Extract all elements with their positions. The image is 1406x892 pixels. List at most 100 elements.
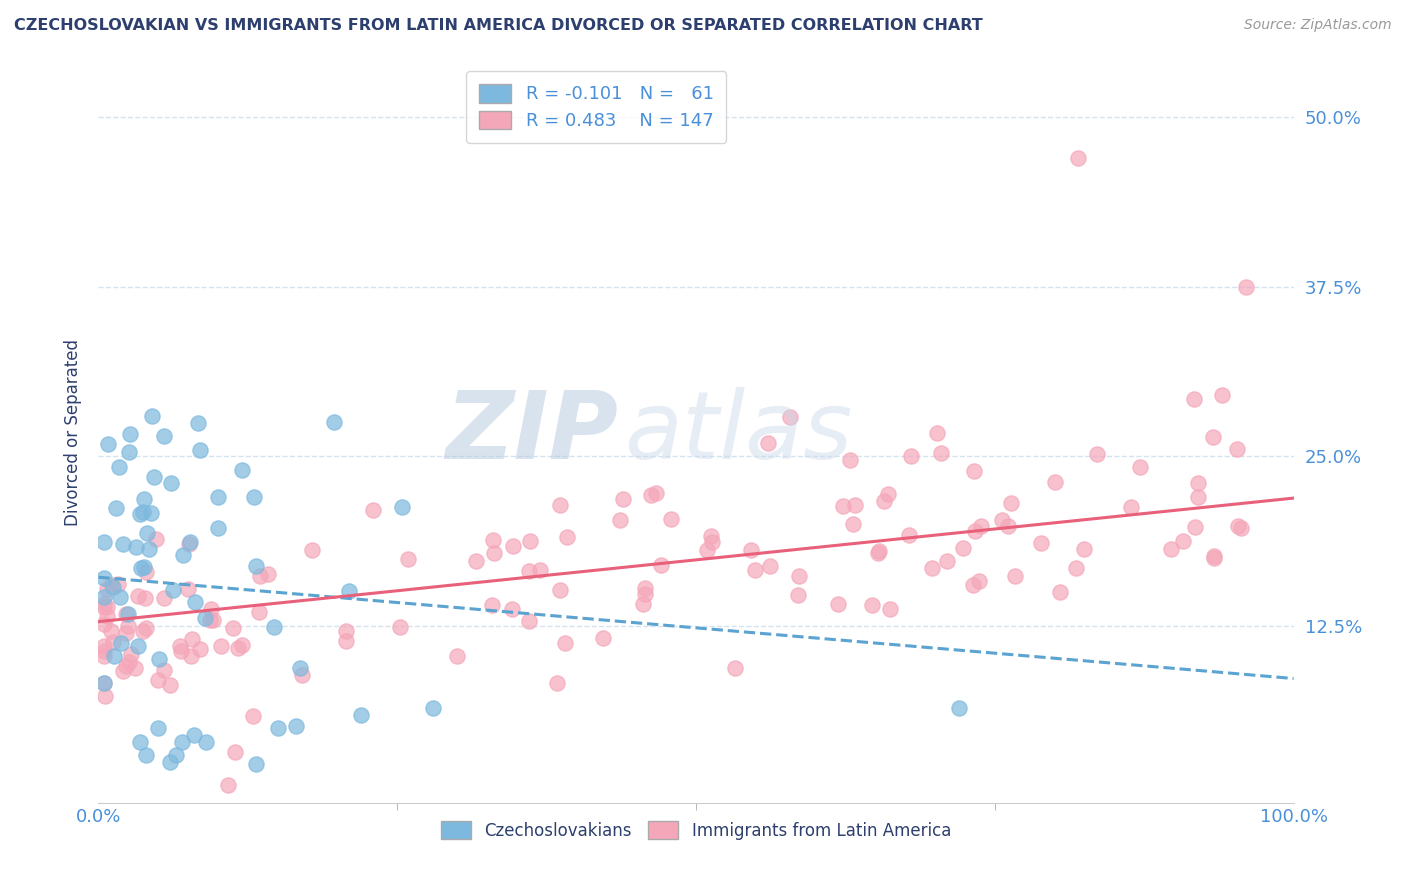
Point bbox=[209, 639, 232, 653]
Point bbox=[165, 748, 187, 763]
Point bbox=[759, 558, 782, 573]
Point bbox=[700, 534, 723, 549]
Point bbox=[997, 519, 1019, 533]
Point bbox=[1073, 542, 1095, 557]
Point bbox=[200, 601, 222, 615]
Point bbox=[640, 488, 662, 502]
Point bbox=[396, 552, 419, 566]
Text: CZECHOSLOVAKIAN VS IMMIGRANTS FROM LATIN AMERICA DIVORCED OR SEPARATED CORRELATI: CZECHOSLOVAKIAN VS IMMIGRANTS FROM LATIN… bbox=[14, 18, 983, 33]
Point bbox=[1234, 279, 1257, 293]
Point bbox=[502, 539, 524, 553]
Point bbox=[145, 532, 167, 546]
Point bbox=[93, 570, 115, 584]
Point bbox=[1226, 519, 1249, 533]
Point bbox=[389, 620, 412, 634]
Point bbox=[146, 673, 169, 687]
Point bbox=[245, 559, 267, 574]
Point bbox=[159, 678, 181, 692]
Point bbox=[1043, 475, 1066, 489]
Text: Source: ZipAtlas.com: Source: ZipAtlas.com bbox=[1244, 18, 1392, 32]
Point bbox=[103, 580, 125, 594]
Point bbox=[650, 558, 672, 573]
Point bbox=[991, 513, 1014, 527]
Point bbox=[93, 648, 115, 663]
Point bbox=[159, 755, 181, 769]
Point bbox=[245, 757, 267, 772]
Point bbox=[921, 561, 943, 575]
Point bbox=[132, 624, 155, 638]
Legend: Czechoslovakians, Immigrants from Latin America: Czechoslovakians, Immigrants from Latin … bbox=[434, 814, 957, 847]
Point bbox=[337, 584, 360, 599]
Point bbox=[291, 668, 314, 682]
Point bbox=[115, 659, 138, 673]
Point bbox=[263, 620, 285, 634]
Point bbox=[127, 589, 149, 603]
Point bbox=[1226, 442, 1249, 457]
Point bbox=[190, 642, 212, 657]
Point bbox=[301, 543, 323, 558]
Point bbox=[839, 453, 862, 467]
Point bbox=[135, 565, 157, 579]
Point bbox=[465, 553, 488, 567]
Point bbox=[183, 595, 205, 609]
Point bbox=[243, 490, 266, 504]
Point bbox=[160, 475, 183, 490]
Point bbox=[181, 632, 204, 646]
Point bbox=[935, 554, 957, 568]
Point bbox=[831, 499, 853, 513]
Point bbox=[592, 631, 614, 645]
Point bbox=[787, 568, 810, 582]
Point bbox=[96, 599, 118, 614]
Point bbox=[322, 415, 344, 429]
Point bbox=[256, 567, 278, 582]
Point bbox=[517, 615, 540, 629]
Point bbox=[1000, 496, 1022, 510]
Point bbox=[139, 506, 162, 520]
Point bbox=[1119, 500, 1142, 515]
Point bbox=[217, 778, 239, 792]
Point bbox=[1004, 568, 1026, 582]
Point bbox=[153, 664, 176, 678]
Point bbox=[868, 543, 890, 558]
Point bbox=[1184, 392, 1206, 406]
Point bbox=[967, 574, 990, 588]
Point bbox=[93, 690, 115, 704]
Point bbox=[1160, 541, 1182, 556]
Point bbox=[1064, 561, 1087, 575]
Point bbox=[1029, 535, 1052, 549]
Point bbox=[612, 491, 634, 506]
Point bbox=[112, 537, 135, 551]
Point bbox=[481, 599, 503, 613]
Point bbox=[696, 543, 718, 558]
Point bbox=[124, 661, 146, 675]
Point bbox=[207, 490, 229, 504]
Point bbox=[844, 498, 866, 512]
Point bbox=[548, 499, 571, 513]
Point bbox=[744, 563, 766, 577]
Point bbox=[842, 516, 865, 531]
Point bbox=[247, 605, 270, 619]
Point bbox=[1173, 533, 1195, 548]
Point bbox=[1049, 585, 1071, 599]
Point bbox=[169, 640, 191, 654]
Point bbox=[249, 569, 271, 583]
Point bbox=[1204, 549, 1226, 564]
Point bbox=[93, 617, 115, 632]
Point bbox=[162, 582, 184, 597]
Point bbox=[231, 639, 253, 653]
Point bbox=[1085, 447, 1108, 461]
Point bbox=[609, 513, 631, 527]
Point bbox=[391, 500, 413, 515]
Point bbox=[195, 734, 218, 748]
Point bbox=[93, 597, 115, 611]
Point bbox=[969, 519, 991, 533]
Point bbox=[141, 409, 163, 423]
Point bbox=[125, 540, 148, 554]
Point bbox=[101, 635, 124, 649]
Point bbox=[138, 542, 160, 557]
Point bbox=[1187, 490, 1209, 504]
Point bbox=[290, 661, 312, 675]
Point bbox=[422, 700, 444, 714]
Point bbox=[93, 535, 115, 549]
Point bbox=[108, 590, 131, 604]
